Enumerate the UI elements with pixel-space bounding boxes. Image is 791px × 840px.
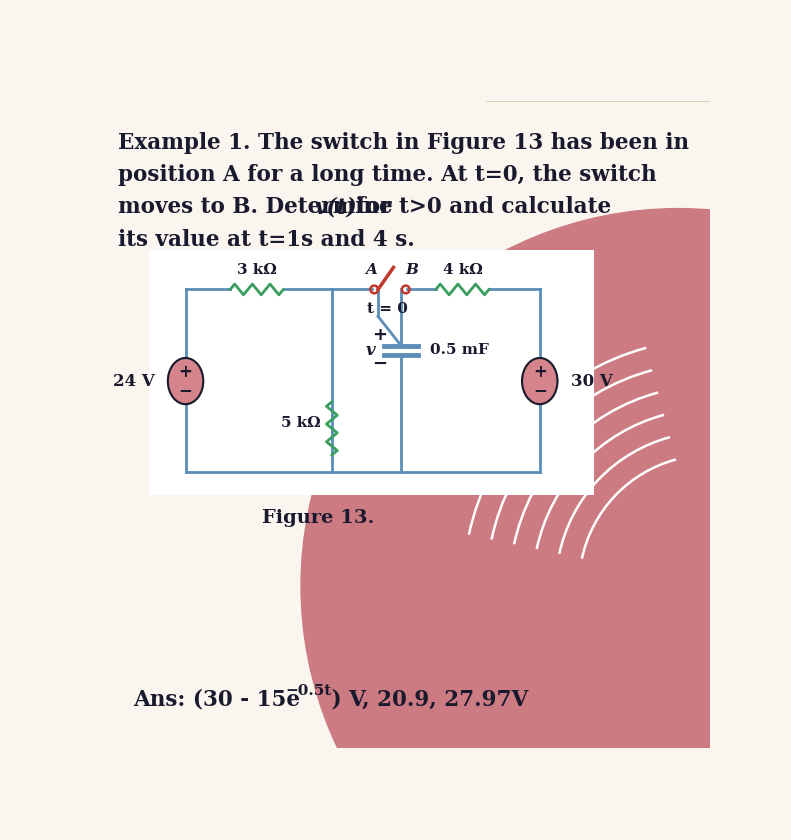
Wedge shape [486,0,710,101]
Text: 4 kΩ: 4 kΩ [443,263,483,277]
Text: t = 0: t = 0 [366,302,407,317]
Text: v(t): v(t) [315,197,358,218]
Text: +: + [372,326,387,344]
Text: its value at t=1s and 4 s.: its value at t=1s and 4 s. [118,228,414,250]
Text: B: B [406,263,418,277]
Text: +: + [533,363,547,381]
Text: −: − [533,381,547,399]
Text: Example 1. The switch in Figure 13 has been in: Example 1. The switch in Figure 13 has b… [118,132,689,154]
Text: for t>0 and calculate: for t>0 and calculate [349,197,611,218]
Text: 24 V: 24 V [113,373,155,390]
Ellipse shape [522,358,558,404]
Text: −: − [372,355,387,373]
Text: v: v [365,342,375,359]
Text: ) V, 20.9, 27.97V: ) V, 20.9, 27.97V [324,689,528,711]
Text: position A for a long time. At t=0, the switch: position A for a long time. At t=0, the … [118,164,657,186]
Text: −0.5t: −0.5t [286,685,332,698]
Text: 0.5 mF: 0.5 mF [430,344,490,357]
Circle shape [301,208,791,840]
FancyBboxPatch shape [149,250,594,495]
Text: moves to B. Determine: moves to B. Determine [118,197,400,218]
Text: 30 V: 30 V [570,373,612,390]
Text: 3 kΩ: 3 kΩ [237,263,277,277]
Text: −: − [179,381,192,399]
Ellipse shape [168,358,203,404]
Text: +: + [179,363,192,381]
Text: 5 kΩ: 5 kΩ [282,416,321,429]
Text: A: A [365,263,377,277]
Text: Ans: (30 - 15e: Ans: (30 - 15e [133,689,301,711]
Text: Figure 13.: Figure 13. [262,509,374,527]
